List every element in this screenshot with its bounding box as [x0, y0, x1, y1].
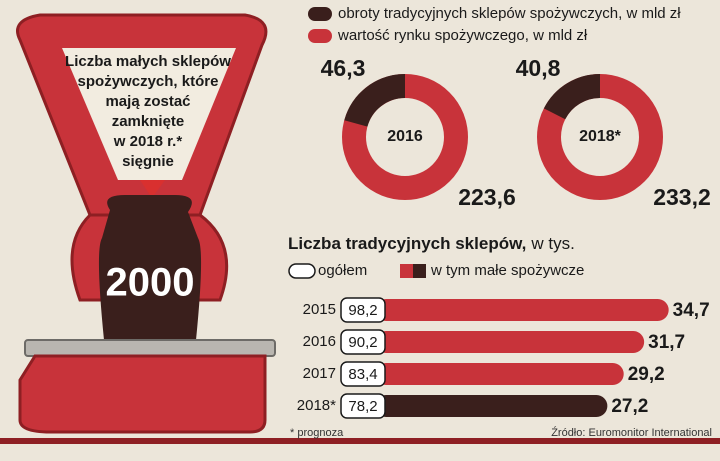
y-tick-label: 2015 — [303, 301, 336, 318]
value-label: 46,3 — [321, 55, 366, 81]
illustration-line: w 2018 r.* — [113, 133, 183, 150]
y-tick-label: 2016 — [303, 333, 336, 350]
y-tick-label: 2018* — [297, 397, 336, 414]
title-units: w tys. — [530, 234, 574, 253]
illustration-text: Liczba małych sklepów spożywczych, które m… — [65, 53, 231, 170]
donut-center-label: 2018* — [579, 128, 622, 145]
illustration-line: Liczba małych sklepów — [65, 53, 231, 70]
value-label: 29,2 — [628, 364, 665, 385]
value-label: 34,7 — [673, 300, 710, 321]
legend-swatch — [308, 7, 332, 21]
value-label: 27,2 — [611, 396, 648, 417]
illustration-value: 2000 — [106, 261, 195, 305]
legend-label: wartość rynku spożywczego, w mld zł — [337, 27, 588, 44]
value-label: 233,2 — [653, 184, 711, 210]
bar — [375, 331, 645, 353]
total-box — [340, 297, 386, 323]
total-box — [340, 393, 386, 419]
value-label: 40,8 — [516, 55, 561, 81]
footnote: * prognoza — [290, 427, 344, 439]
legend-label: w tym małe spożywcze — [430, 262, 584, 279]
legend-swatch — [400, 264, 413, 278]
total-label: 78,2 — [348, 398, 377, 415]
value-label: 223,6 — [458, 184, 516, 210]
value-label: 31,7 — [648, 332, 685, 353]
total-box — [340, 361, 386, 387]
legend-label: obroty tradycyjnych sklepów spożywczych,… — [338, 5, 681, 22]
donut-segment — [543, 74, 601, 120]
bar — [375, 395, 608, 417]
y-tick-label: 2017 — [303, 365, 336, 382]
illustration-line: sięgnie — [122, 153, 174, 170]
total-label: 83,4 — [348, 366, 377, 383]
total-label: 90,2 — [348, 334, 377, 351]
chart-title: Liczba tradycyjnych sklepów, w tys. — [288, 234, 575, 253]
legend-swatch — [308, 29, 332, 43]
legend-label: ogółem — [318, 262, 367, 279]
illustration-line: zamknięte — [112, 113, 185, 130]
legend-swatch — [288, 263, 316, 279]
bar — [375, 363, 624, 385]
bar — [375, 299, 669, 321]
donut-center-label: 2016 — [387, 128, 423, 145]
source: Źródło: Euromonitor International — [551, 426, 712, 439]
total-label: 98,2 — [348, 302, 377, 319]
illustration-line: mają zostać — [105, 93, 190, 110]
illustration-line: spożywczych, które — [78, 73, 219, 90]
legend-swatch — [413, 264, 426, 278]
scale-illustration — [0, 13, 720, 444]
donut-segment — [344, 74, 406, 128]
total-box — [340, 329, 386, 355]
title-main: Liczba tradycyjnych sklepów, — [288, 234, 526, 253]
